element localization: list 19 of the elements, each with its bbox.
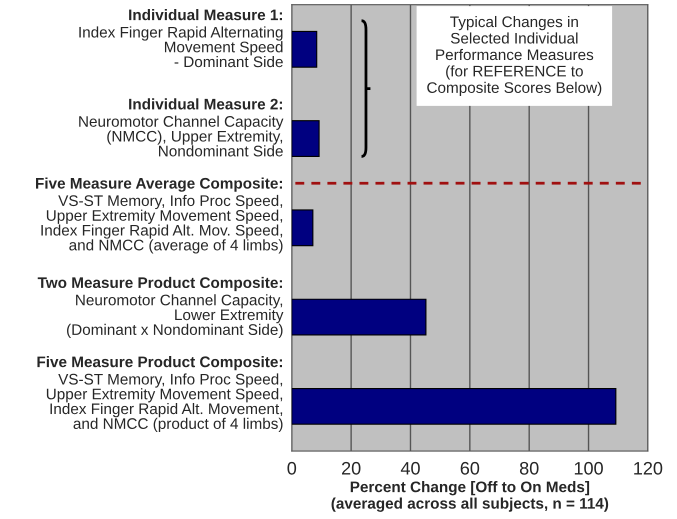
- x-tick-label: 60: [460, 462, 480, 475]
- bar: [292, 30, 318, 68]
- annotation: Typical Changes in Selected Individual Performance Measures (for REFERENCE to Composite Scores Below): [427, 16, 602, 96]
- x-tick-label: 40: [400, 462, 420, 475]
- y-tick-label: Five Measure Product Composite: VS-ST Memory, Info Proc Speed, Upper Extremity Movement Speed, Index Finger Rapid Alt. Movement, and NMCC (product of 4 limbs): [37, 356, 283, 432]
- x-tick-label: 100: [574, 462, 603, 475]
- bar: [292, 209, 314, 246]
- y-tick-label: Individual Measure 2: Neuromotor Channel Capacity (NMCC), Upper Extremity, Nondominant Side: [79, 98, 284, 156]
- x-tick-label: 80: [520, 462, 539, 475]
- x-tick-label: 20: [342, 462, 360, 475]
- bar: [292, 120, 320, 157]
- y-tick-label: Two Measure Product Composite: Neuromotor Channel Capacity, Lower Extremity (Dominant x Nondominant Side): [38, 276, 284, 338]
- x-tick-label: 120: [634, 462, 662, 475]
- x-tick-label: 0: [287, 462, 296, 475]
- bar: [292, 388, 616, 425]
- y-tick-label: Individual Measure 1: Index Finger Rapid Alternating Movement Speed - Dominant Side: [79, 9, 283, 68]
- y-tick-label: Five Measure Average Composite: VS-ST Memory, Info Proc Speed, Upper Extremity Movement Speed, Index Finger Rapid Alt. Mov. Speed, and NMCC (average of 4 limbs): [36, 177, 283, 254]
- bar: [292, 298, 426, 336]
- x-axis-title: Percent Change [Off to On Meds] (averaged across all subjects, n = 114): [332, 481, 608, 512]
